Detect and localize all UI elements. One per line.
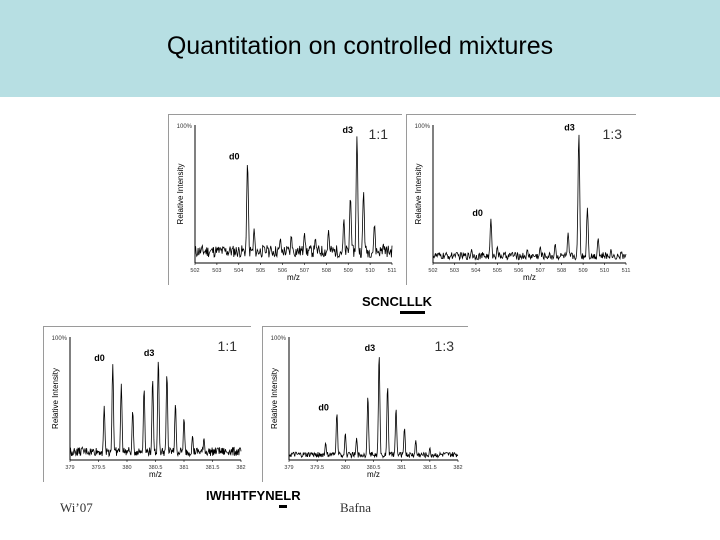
- peak-label-d3: d3: [365, 343, 376, 353]
- labeled-residue-mark-2: [279, 505, 287, 508]
- y-top-label: 100%: [52, 336, 68, 342]
- x-tick-label: 511: [388, 268, 397, 274]
- ratio-label: 1:1: [369, 126, 389, 142]
- peptide-sequence-2: IWHHTFYNELR: [206, 488, 301, 508]
- title-band: Quantitation on controlled mixtures: [0, 0, 720, 97]
- peak-label-d3: d3: [144, 348, 155, 358]
- x-tick-label: 381.5: [423, 465, 437, 471]
- y-top-label: 100%: [271, 336, 287, 342]
- spectrum-line: [432, 134, 627, 262]
- x-axis-label: m/z: [523, 273, 536, 282]
- x-tick-label: 380: [122, 465, 131, 471]
- ratio-label: 1:3: [603, 126, 623, 142]
- x-axis-label: m/z: [367, 470, 380, 479]
- x-tick-label: 502: [428, 268, 437, 274]
- peak-label-d0: d0: [94, 353, 105, 363]
- x-tick-label: 503: [450, 268, 459, 274]
- spectrum-panel-3: Relative Intensity 100% 379 379.5 380 380.5 38…: [43, 326, 251, 482]
- x-tick-label: 505: [493, 268, 502, 274]
- peak-label-d0: d0: [472, 208, 483, 218]
- peak-label-d3: d3: [564, 122, 575, 132]
- x-tick-label: 506: [278, 268, 287, 274]
- x-tick-label: 379.5: [92, 465, 106, 471]
- ratio-label: 1:3: [435, 338, 455, 354]
- x-tick-label: 507: [536, 268, 545, 274]
- y-axis-label: Relative Intensity: [176, 164, 185, 225]
- y-axis-label: Relative Intensity: [51, 368, 60, 429]
- x-tick-label: 504: [234, 268, 243, 274]
- peptide-sequence-1-text: SCNCLLLK: [362, 294, 433, 309]
- peak-label-d0: d0: [229, 151, 240, 161]
- y-axis-label: Relative Intensity: [414, 164, 423, 225]
- peak-label-d3: d3: [342, 125, 353, 135]
- peptide-sequence-1: SCNCLLLK: [362, 294, 433, 314]
- spectrum-chart-3: Relative Intensity 100% 379 379.5 380 380.5 38…: [51, 336, 246, 479]
- x-tick-label: 381: [179, 465, 188, 471]
- x-tick-label: 380.5: [367, 465, 381, 471]
- spectrum-chart-2: Relative Intensity 100% 502 503 504 505 506 507…: [414, 122, 631, 282]
- slide-title: Quantitation on controlled mixtures: [166, 32, 554, 60]
- spectrum-chart-1: Relative Intensity 100% 502 503 504 505 506 507…: [176, 124, 397, 282]
- x-tick-label: 502: [190, 268, 199, 274]
- x-tick-label: 510: [600, 268, 609, 274]
- spectrum-panel-1: Relative Intensity 100% 502 503 504 505 506 507…: [168, 114, 402, 285]
- spectrum-panel-2: Relative Intensity 100% 502 503 504 505 506 507…: [406, 114, 636, 285]
- y-axis-label: Relative Intensity: [270, 368, 279, 429]
- spectrum-panel-4: Relative Intensity 100% 379 379.5 380 380.5 38…: [262, 326, 468, 482]
- peptide-sequence-2-text: IWHHTFYNELR: [206, 488, 301, 503]
- x-tick-label: 503: [212, 268, 221, 274]
- spectrum-line: [194, 136, 393, 259]
- peak-label-d0: d0: [318, 402, 329, 412]
- x-tick-label: 380: [341, 465, 350, 471]
- x-tick-label: 380.5: [149, 465, 163, 471]
- spectrum-line: [288, 357, 459, 459]
- x-tick-label: 505: [256, 268, 265, 274]
- spectrum-line: [69, 361, 242, 458]
- x-axis-label: m/z: [287, 273, 300, 282]
- labeled-residue-mark-1: [400, 311, 425, 314]
- x-tick-label: 381.5: [206, 465, 220, 471]
- x-axis-label: m/z: [149, 470, 162, 479]
- footer-left: Wi’07: [60, 500, 93, 515]
- x-tick-label: 504: [471, 268, 480, 274]
- x-tick-label: 509: [579, 268, 588, 274]
- x-tick-label: 382: [453, 465, 462, 471]
- x-tick-label: 379.5: [310, 465, 324, 471]
- x-tick-label: 379: [284, 465, 293, 471]
- x-tick-label: 508: [557, 268, 566, 274]
- x-tick-label: 511: [622, 268, 631, 274]
- ratio-label: 1:1: [218, 338, 238, 354]
- x-tick-label: 509: [344, 268, 353, 274]
- y-top-label: 100%: [415, 124, 431, 130]
- spectrum-chart-4: Relative Intensity 100% 379 379.5 380 380.5 38…: [270, 336, 463, 479]
- footer-right: Bafna: [340, 500, 372, 515]
- y-top-label: 100%: [177, 124, 193, 130]
- x-tick-label: 506: [514, 268, 523, 274]
- x-tick-label: 508: [322, 268, 331, 274]
- x-tick-label: 382: [236, 465, 245, 471]
- x-tick-label: 381: [397, 465, 406, 471]
- x-tick-label: 379: [65, 465, 74, 471]
- x-tick-label: 510: [366, 268, 375, 274]
- x-tick-label: 507: [300, 268, 309, 274]
